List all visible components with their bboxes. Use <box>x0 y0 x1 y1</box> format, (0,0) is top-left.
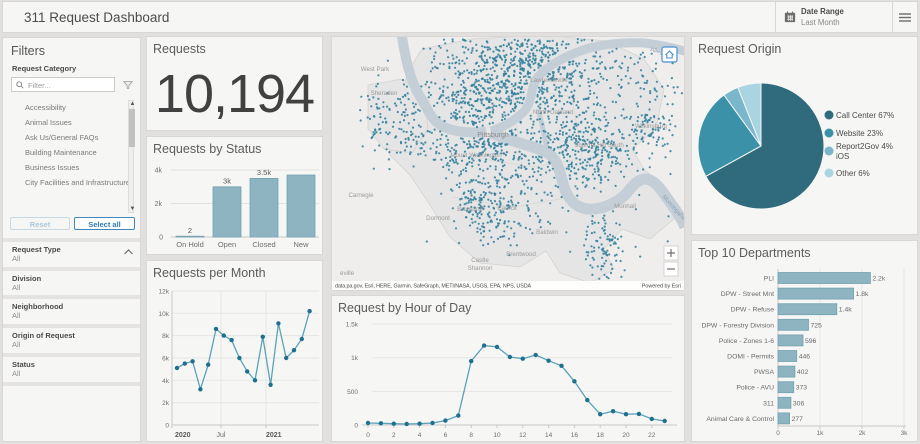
svg-text:Police - Zones 1-6: Police - Zones 1-6 <box>719 338 774 345</box>
svg-text:6: 6 <box>444 432 448 439</box>
svg-text:311: 311 <box>763 400 774 407</box>
svg-text:2020: 2020 <box>175 432 191 439</box>
svg-text:3.5k: 3.5k <box>257 168 271 177</box>
svg-text:2021: 2021 <box>266 432 282 439</box>
svg-text:16: 16 <box>571 432 579 439</box>
svg-text:Wilkinsburg: Wilkinsburg <box>635 123 668 130</box>
svg-text:New: New <box>293 240 309 249</box>
svg-text:Squirrel Hill South: Squirrel Hill South <box>574 142 624 149</box>
svg-text:Carrick: Carrick <box>497 205 517 212</box>
svg-text:20: 20 <box>622 432 630 439</box>
svg-text:373: 373 <box>796 385 808 392</box>
svg-text:14: 14 <box>545 432 553 439</box>
svg-text:18: 18 <box>597 432 605 439</box>
svg-text:8k: 8k <box>162 333 170 340</box>
svg-text:2: 2 <box>392 432 396 439</box>
svg-text:PLI: PLI <box>764 276 774 283</box>
svg-text:1k: 1k <box>351 355 359 362</box>
svg-text:306: 306 <box>793 400 805 407</box>
svg-text:4k: 4k <box>155 168 163 175</box>
svg-text:0: 0 <box>165 423 169 430</box>
svg-text:Brentwood: Brentwood <box>506 251 536 258</box>
svg-text:Sheraden: Sheraden <box>371 90 398 97</box>
svg-text:Police - AVU: Police - AVU <box>736 385 774 392</box>
svg-text:PWSA: PWSA <box>754 369 774 376</box>
svg-text:500: 500 <box>347 389 358 396</box>
svg-text:Report2Gov 4%: Report2Gov 4% <box>836 142 893 151</box>
svg-text:Shannon: Shannon <box>468 265 493 272</box>
svg-text:West Park: West Park <box>361 66 390 73</box>
svg-text:Pittsburgh: Pittsburgh <box>477 132 509 139</box>
svg-text:Castle: Castle <box>471 257 489 264</box>
svg-text:3k: 3k <box>901 430 909 437</box>
svg-text:596: 596 <box>805 338 817 345</box>
svg-text:iOS: iOS <box>836 152 849 161</box>
svg-text:2: 2 <box>188 226 192 235</box>
svg-text:2k: 2k <box>155 201 163 208</box>
svg-text:402: 402 <box>797 369 809 376</box>
svg-text:446: 446 <box>799 354 811 361</box>
svg-text:10k: 10k <box>159 311 170 318</box>
svg-text:Mount Washington: Mount Washington <box>450 152 502 159</box>
svg-text:DPW - Forestry Division: DPW - Forestry Division <box>701 322 774 329</box>
svg-text:0: 0 <box>354 423 358 430</box>
svg-text:Call Center 67%: Call Center 67% <box>836 111 894 120</box>
svg-text:DPW - Refuse: DPW - Refuse <box>731 307 775 314</box>
svg-text:277: 277 <box>792 416 804 423</box>
svg-text:Open: Open <box>218 240 236 249</box>
svg-text:eville: eville <box>340 270 355 277</box>
svg-text:22: 22 <box>648 432 656 439</box>
svg-text:4k: 4k <box>162 378 170 385</box>
svg-text:1.4k: 1.4k <box>839 307 852 314</box>
svg-text:On Hold: On Hold <box>176 240 204 249</box>
svg-text:0: 0 <box>159 235 163 242</box>
svg-text:725: 725 <box>811 322 823 329</box>
svg-text:10: 10 <box>493 432 501 439</box>
svg-text:Closed: Closed <box>252 240 275 249</box>
svg-text:12k: 12k <box>159 289 170 296</box>
svg-text:2k: 2k <box>162 400 170 407</box>
svg-text:1k: 1k <box>817 430 825 437</box>
svg-text:Powered by Esri: Powered by Esri <box>642 284 681 290</box>
svg-text:Brookline: Brookline <box>457 206 483 213</box>
svg-text:2.2k: 2.2k <box>872 276 885 283</box>
svg-text:Carnegie: Carnegie <box>348 192 374 199</box>
svg-text:Lawrenceville: Lawrenceville <box>530 77 568 84</box>
svg-text:4: 4 <box>418 432 422 439</box>
svg-text:12: 12 <box>519 432 527 439</box>
svg-text:2k: 2k <box>859 430 867 437</box>
svg-text:Jul: Jul <box>217 432 226 439</box>
svg-text:DPW - Street Mnt: DPW - Street Mnt <box>721 291 774 298</box>
svg-text:Munhall: Munhall <box>614 203 636 210</box>
svg-text:8: 8 <box>469 432 473 439</box>
svg-text:6k: 6k <box>162 356 170 363</box>
svg-text:0: 0 <box>366 432 370 439</box>
svg-text:Website 23%: Website 23% <box>836 129 883 138</box>
svg-text:North Oakland: North Oakland <box>533 109 573 116</box>
svg-text:Baldwin: Baldwin <box>536 229 558 236</box>
svg-text:0: 0 <box>776 430 780 437</box>
svg-text:Dormont: Dormont <box>426 215 450 222</box>
svg-text:1.5k: 1.5k <box>346 322 359 329</box>
svg-text:DOMI - Permits: DOMI - Permits <box>727 354 774 361</box>
svg-text:Animal Care & Control: Animal Care & Control <box>706 416 774 423</box>
svg-text:data.pa.gov, Esri, HERE, Garmi: data.pa.gov, Esri, HERE, Garmin, SafeGra… <box>335 284 532 290</box>
svg-text:3k: 3k <box>223 177 231 186</box>
svg-text:Other 6%: Other 6% <box>836 169 870 178</box>
svg-text:1.8k: 1.8k <box>856 291 869 298</box>
